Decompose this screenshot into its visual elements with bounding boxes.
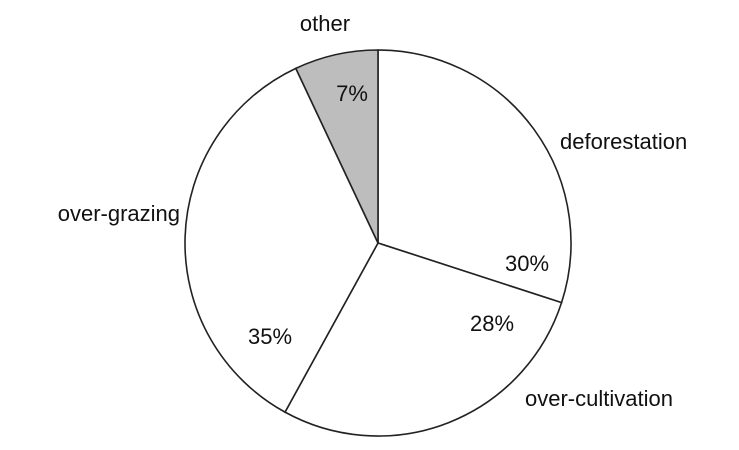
page: deforestation 30% over-cultivation 28% over-… xyxy=(0,0,739,450)
value-label: 30% xyxy=(505,251,549,276)
value-label: 7% xyxy=(336,81,368,106)
category-label: over-cultivation xyxy=(525,386,673,411)
value-label: 28% xyxy=(470,311,514,336)
category-label: over-grazing xyxy=(58,201,180,226)
category-label: other xyxy=(300,11,350,36)
category-label: deforestation xyxy=(560,129,687,154)
chart: deforestation 30% over-cultivation 28% over-… xyxy=(0,0,739,450)
value-label: 35% xyxy=(248,324,292,349)
